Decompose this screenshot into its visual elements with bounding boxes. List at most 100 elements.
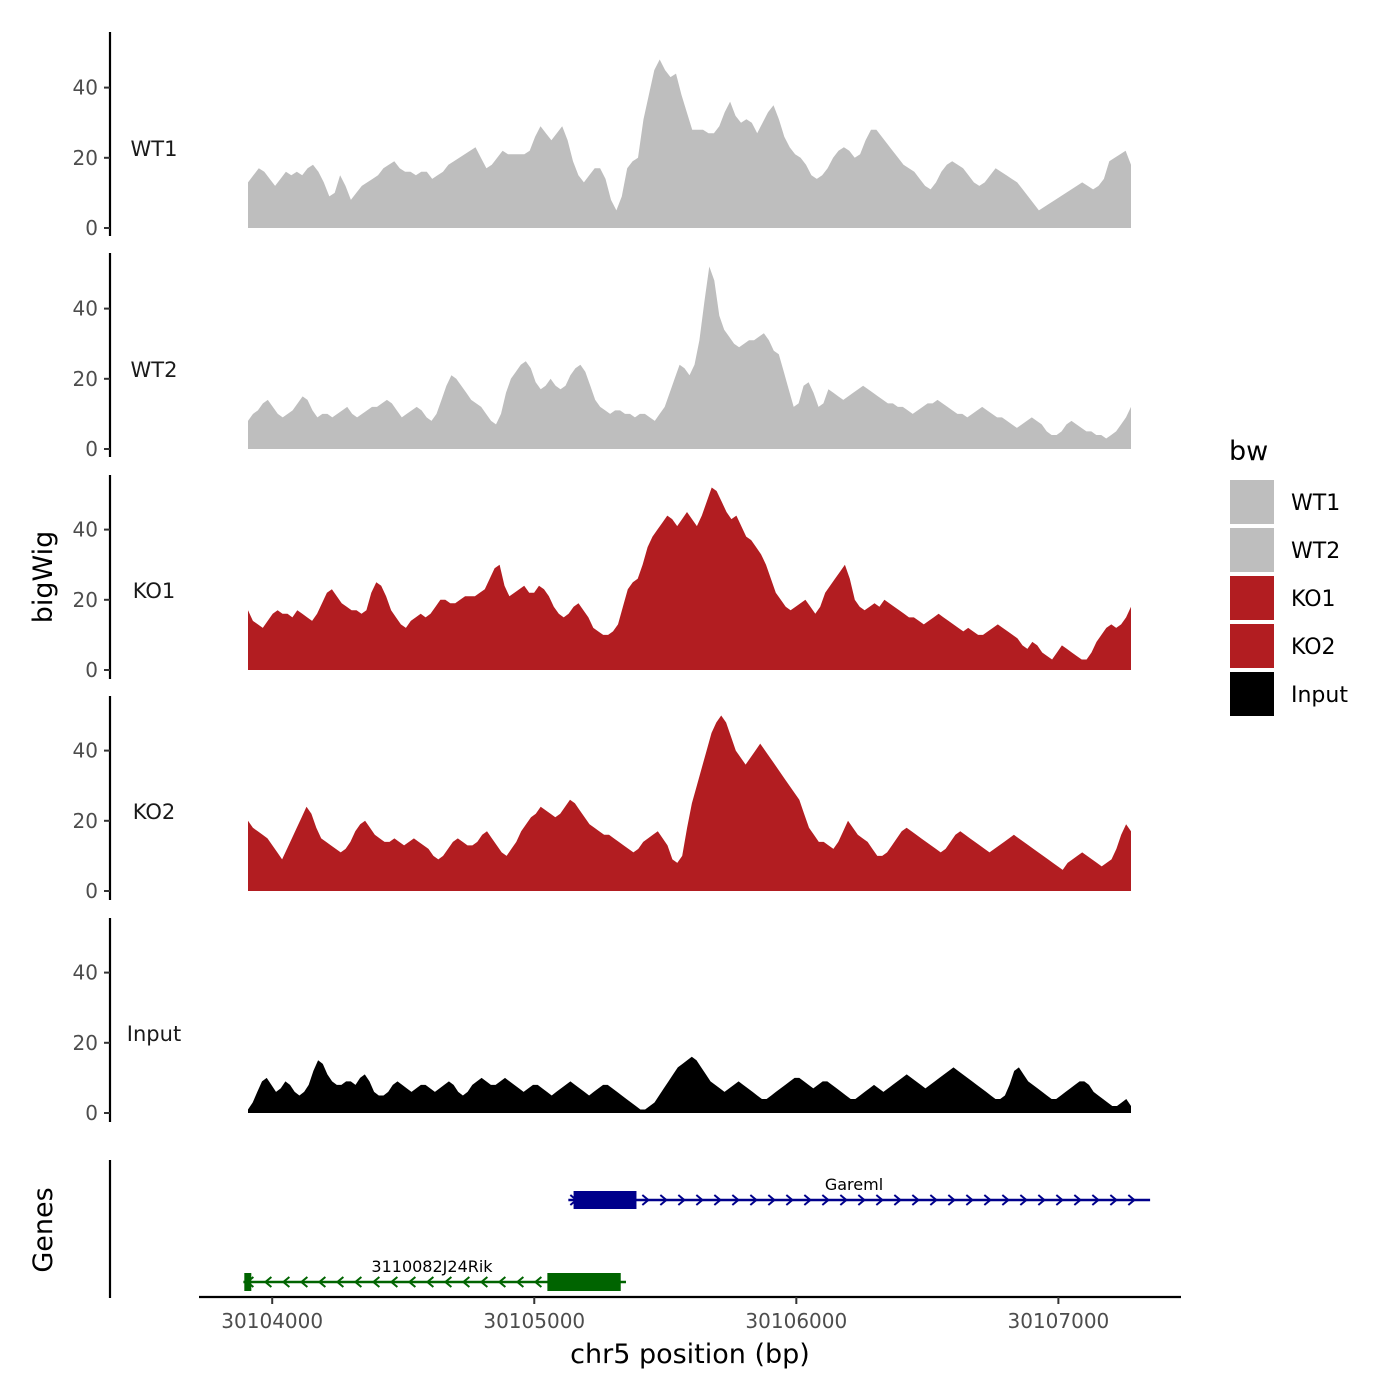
coverage-area-ko2 (248, 715, 1131, 891)
strand-chevron (731, 1194, 740, 1206)
strand-chevron (1019, 1194, 1028, 1206)
legend-label: WT2 (1291, 539, 1340, 564)
strand-chevron (497, 1276, 507, 1288)
track-label-ko2: KO2 (133, 800, 176, 824)
x-tick-label: 30106000 (745, 1309, 847, 1333)
strand-chevron (389, 1276, 399, 1288)
legend-swatch (1230, 528, 1274, 572)
strand-chevron (1001, 1194, 1010, 1206)
gene-exon-mark (244, 1273, 252, 1291)
strand-chevron (641, 1194, 650, 1206)
gene-exon (573, 1191, 637, 1209)
y-tick-label: 40 (73, 76, 98, 100)
strand-chevron (479, 1276, 489, 1288)
legend-swatch (1230, 624, 1274, 668)
genes-panel: Gareml 3110082J24Rik (108, 1160, 1151, 1298)
track-input: 0 20 40 Input (73, 918, 1131, 1125)
coverage-area-wt1 (248, 59, 1131, 228)
y-tick-label: 20 (73, 367, 98, 391)
legend-label: KO1 (1291, 587, 1336, 612)
legend-entry-input: Input (1230, 672, 1348, 716)
strand-chevron (317, 1276, 327, 1288)
y-tick-label: 40 (73, 518, 98, 542)
gene-label: Gareml (825, 1175, 883, 1194)
strand-chevron (443, 1276, 453, 1288)
legend-entry-ko1: KO1 (1230, 576, 1336, 620)
coverage-tracks: 0 20 40 WT1 0 20 40 WT2 0 20 40 KO1 0 20 40 KO2 0 20 40 Inp… (73, 32, 1131, 1125)
strand-chevron (983, 1194, 992, 1206)
legend-label: WT1 (1291, 491, 1340, 516)
track-wt2: 0 20 40 WT2 (73, 253, 1131, 461)
y-tick-label: 0 (85, 216, 98, 240)
coverage-area-wt2 (248, 266, 1131, 449)
strand-chevron (299, 1276, 309, 1288)
strand-chevron (695, 1194, 704, 1206)
y-tick-label: 20 (73, 588, 98, 612)
gene-label: 3110082J24Rik (371, 1257, 493, 1276)
strand-chevron (875, 1194, 884, 1206)
strand-chevron (515, 1276, 525, 1288)
strand-chevron (713, 1194, 722, 1206)
strand-chevron (893, 1194, 902, 1206)
strand-chevron (965, 1194, 974, 1206)
strand-chevron (1091, 1194, 1100, 1206)
strand-chevron (1055, 1194, 1064, 1206)
strand-chevron (533, 1276, 543, 1288)
strand-chevron (839, 1194, 848, 1206)
strand-chevron (659, 1194, 668, 1206)
gene-exon (547, 1273, 621, 1291)
y-tick-label: 0 (85, 658, 98, 682)
strand-chevron (1127, 1194, 1136, 1206)
strand-chevron (335, 1276, 345, 1288)
legend-label: Input (1291, 683, 1348, 708)
strand-chevron (785, 1194, 794, 1206)
y-tick-label: 0 (85, 437, 98, 461)
legend: bw WT1 WT2 KO1 KO2 Input (1229, 436, 1348, 716)
track-label-ko1: KO1 (133, 579, 176, 603)
strand-chevron (803, 1194, 812, 1206)
strand-chevron (461, 1276, 471, 1288)
y-tick-label: 0 (85, 1101, 98, 1125)
y-tick-label: 0 (85, 879, 98, 903)
legend-label: KO2 (1291, 635, 1336, 660)
legend-entry-wt1: WT1 (1230, 480, 1340, 524)
track-ko2: 0 20 40 KO2 (73, 696, 1131, 903)
genes-axis-title: Genes (28, 1187, 59, 1272)
track-ko1: 0 20 40 KO1 (73, 475, 1131, 682)
y-tick-label: 40 (73, 961, 98, 985)
legend-entry-wt2: WT2 (1230, 528, 1340, 572)
x-tick-label: 30104000 (221, 1309, 323, 1333)
gene-3110082j24rik: 3110082J24Rik (243, 1257, 626, 1291)
x-tick-label: 30107000 (1007, 1309, 1109, 1333)
strand-chevron (1037, 1194, 1046, 1206)
strand-chevron (371, 1276, 381, 1288)
x-tick-label: 30105000 (483, 1309, 585, 1333)
track-label-wt1: WT1 (131, 137, 178, 161)
strand-chevron (929, 1194, 938, 1206)
y-axis-title: bigWig (28, 531, 59, 624)
strand-chevron (1109, 1194, 1118, 1206)
strand-chevron (263, 1276, 273, 1288)
x-axis: 30104000 30105000 30106000 30107000 (199, 1295, 1181, 1333)
y-tick-label: 20 (73, 1031, 98, 1055)
legend-title: bw (1229, 436, 1268, 467)
y-tick-label: 20 (73, 146, 98, 170)
legend-entry-ko2: KO2 (1230, 624, 1336, 668)
strand-chevron (749, 1194, 758, 1206)
coverage-area-input (248, 1056, 1131, 1113)
y-tick-label: 20 (73, 809, 98, 833)
strand-chevron (353, 1276, 363, 1288)
legend-swatch (1230, 576, 1274, 620)
strand-chevron (281, 1276, 291, 1288)
coverage-area-ko1 (248, 487, 1131, 670)
strand-chevron (1073, 1194, 1082, 1206)
gene-gareml: Gareml (568, 1175, 1151, 1209)
legend-swatch (1230, 480, 1274, 524)
strand-chevron (911, 1194, 920, 1206)
x-axis-title: chr5 position (bp) (570, 1339, 810, 1370)
track-label-input: Input (127, 1022, 181, 1046)
track-label-wt2: WT2 (131, 358, 178, 382)
strand-chevron (857, 1194, 866, 1206)
track-wt1: 0 20 40 WT1 (73, 32, 1131, 240)
